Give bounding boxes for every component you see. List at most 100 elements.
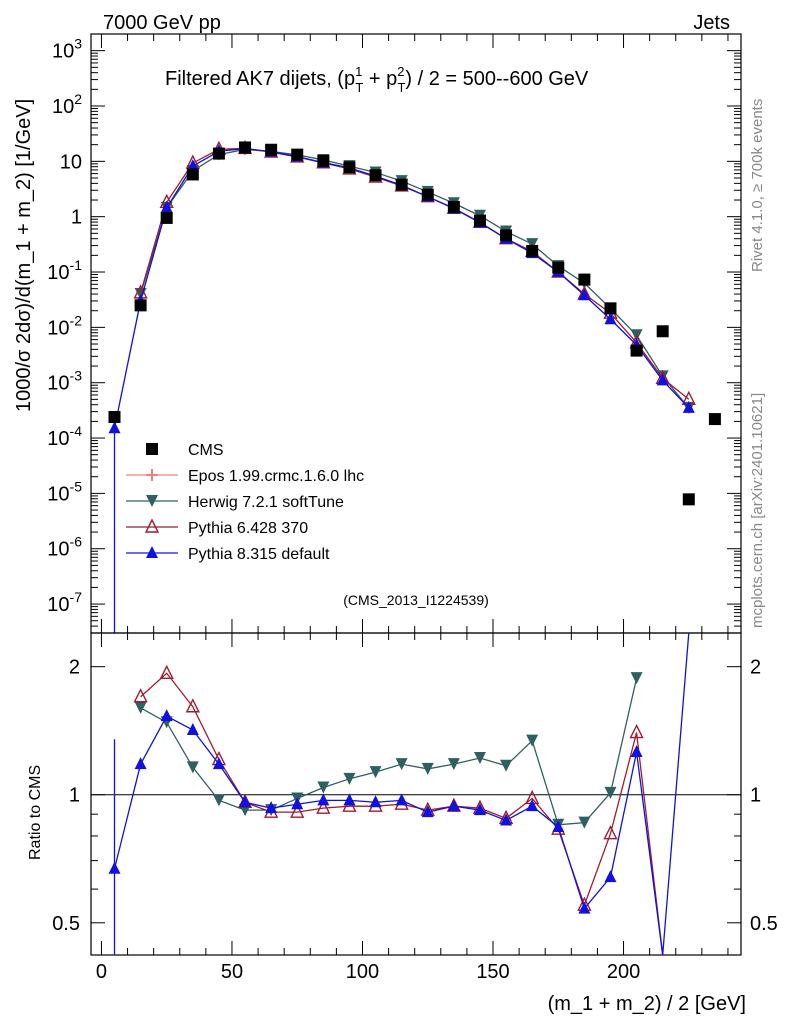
ratio-point bbox=[604, 870, 617, 883]
legend-marker bbox=[144, 518, 160, 533]
ratio-point bbox=[578, 816, 591, 829]
ratio-point bbox=[473, 751, 486, 764]
data-point bbox=[604, 312, 617, 325]
ratio-point bbox=[317, 793, 330, 806]
legend-marker bbox=[146, 469, 158, 481]
y-tick-label: 10-1 bbox=[47, 257, 82, 284]
data-point bbox=[291, 148, 304, 161]
ratio-frame bbox=[90, 632, 742, 956]
ratio-y-tick-label: 0.5 bbox=[52, 913, 80, 935]
y-tick-label: 10-6 bbox=[47, 534, 82, 561]
ratio-point bbox=[186, 722, 199, 735]
y-tick-label: 10 bbox=[60, 151, 82, 173]
ratio-point bbox=[630, 745, 643, 758]
ratio-point bbox=[526, 734, 539, 747]
data-point bbox=[186, 159, 199, 172]
ratio-point bbox=[291, 797, 304, 810]
y-tick-label: 10-3 bbox=[47, 368, 82, 395]
series-line bbox=[139, 148, 690, 409]
ratio-point bbox=[629, 724, 644, 739]
series-herwig-7-2-1-softtune bbox=[134, 143, 695, 414]
data-point bbox=[578, 273, 591, 286]
energy-label: 7000 GeV pp bbox=[103, 12, 221, 34]
ratio-point bbox=[552, 819, 565, 832]
ratio-point bbox=[186, 761, 199, 774]
ratio-point bbox=[447, 799, 460, 812]
data-point bbox=[265, 143, 278, 156]
ratio-point bbox=[500, 813, 513, 826]
ratio-point bbox=[343, 793, 356, 806]
y-tick-label: 1 bbox=[71, 207, 82, 229]
chart-title: Filtered AK7 dijets, (p1 T + p2 T) / 2 = 5… bbox=[165, 64, 589, 95]
ratio-y-tick-label: 1 bbox=[69, 785, 80, 807]
y-tick-label: 10-7 bbox=[47, 589, 82, 616]
ratio-point bbox=[160, 709, 173, 722]
data-point bbox=[160, 211, 173, 224]
ratio-point bbox=[447, 758, 460, 771]
legend-item: Pythia 6.428 370 bbox=[126, 518, 308, 537]
legend-marker bbox=[146, 443, 158, 455]
legend-item: Epos 1.99.crmc.1.6.0 lhc bbox=[126, 468, 364, 485]
data-point bbox=[369, 169, 382, 182]
x-tick-label: 0 bbox=[96, 961, 107, 983]
y-tick-label: 10-5 bbox=[47, 478, 82, 505]
data-point bbox=[500, 229, 513, 242]
ratio-point bbox=[290, 803, 305, 818]
y-tick-label: 102 bbox=[52, 91, 82, 118]
ratio-point bbox=[317, 781, 330, 794]
ratio-point bbox=[134, 701, 147, 714]
data-point bbox=[552, 261, 565, 274]
ratio-point bbox=[604, 786, 617, 799]
ratio-point bbox=[212, 757, 225, 770]
data-point bbox=[682, 400, 695, 413]
data-point bbox=[656, 373, 669, 386]
ratio-y-tick-label: 2 bbox=[69, 657, 80, 679]
legend-marker bbox=[146, 546, 158, 558]
main-panel: Filtered AK7 dijets, (p1 T + p2 T) / 2 = 5… bbox=[13, 33, 742, 634]
ratio-panel: 2 2 1 1 0.5 0.5 0 50 100 150 200 Ratio to CMS (m_1 +… bbox=[27, 632, 778, 1015]
ratio-line bbox=[140, 677, 638, 826]
legend-marker bbox=[146, 495, 158, 507]
legend-item: CMS bbox=[146, 442, 224, 459]
ratio-y-tick-label-right: 1 bbox=[750, 785, 761, 807]
annotations: 7000 GeV pp Jets Rivet 4.1.0, ≥ 700k event… bbox=[103, 12, 766, 628]
data-point bbox=[395, 178, 408, 191]
legend-item: Pythia 8.315 default bbox=[126, 546, 330, 563]
ratio-point bbox=[526, 799, 539, 812]
data-point bbox=[604, 302, 617, 315]
series-pythia-6-428-370 bbox=[133, 139, 696, 406]
legend: CMS Epos 1.99.crmc.1.6.0 lhc Herwig 7.2.1 … bbox=[126, 442, 364, 563]
ratio-point bbox=[159, 664, 174, 679]
ratio-point bbox=[500, 759, 513, 772]
ratio-point bbox=[369, 766, 382, 779]
ratio-point bbox=[343, 772, 356, 785]
data-point bbox=[186, 168, 199, 181]
data-point bbox=[473, 214, 486, 227]
x-axis-label: (m_1 + m_2) / 2 [GeV] bbox=[548, 993, 746, 1015]
ratio-point bbox=[239, 795, 252, 808]
y-tick-label: 103 bbox=[52, 36, 82, 63]
data-point bbox=[317, 154, 330, 167]
ratio-point bbox=[133, 688, 148, 703]
y-tick-label: 10-2 bbox=[47, 312, 82, 339]
ratio-point bbox=[421, 762, 434, 775]
data-point bbox=[160, 200, 173, 213]
data-point bbox=[212, 147, 225, 160]
data-point bbox=[682, 493, 695, 506]
ratio-point bbox=[603, 825, 618, 840]
ratio-point bbox=[395, 793, 408, 806]
ratio-point bbox=[395, 758, 408, 771]
data-point bbox=[108, 421, 121, 434]
data-point bbox=[578, 288, 591, 301]
data-point bbox=[526, 244, 539, 257]
y-tick-label: 10-4 bbox=[47, 423, 82, 450]
data-point bbox=[656, 325, 669, 338]
ratio-point bbox=[134, 757, 147, 770]
ratio-y-axis-label: Ratio to CMS bbox=[27, 765, 44, 860]
y-axis-label: 1000/σ 2dσ)/d(m_1 + m_2) [1/GeV] bbox=[13, 99, 35, 412]
ratio-y-tick-label-right: 0.5 bbox=[750, 913, 778, 935]
main-frame bbox=[90, 33, 742, 634]
series-cms bbox=[108, 141, 721, 506]
data-point bbox=[343, 161, 356, 174]
